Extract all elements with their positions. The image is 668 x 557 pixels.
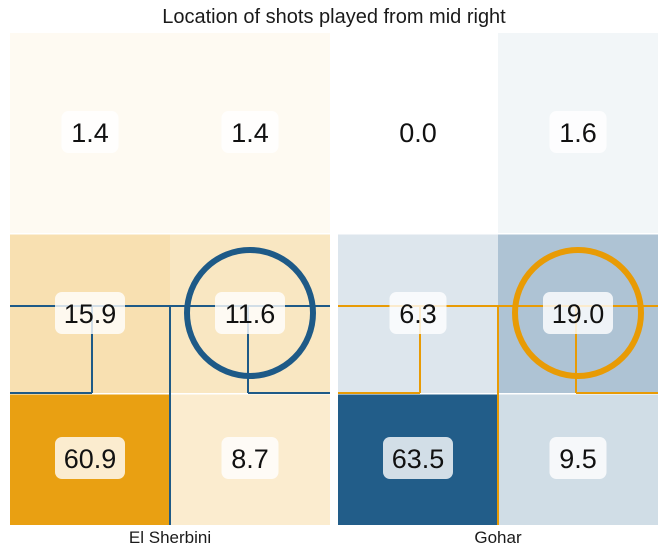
data-label-box	[389, 292, 447, 334]
data-label-box	[221, 111, 279, 153]
data-label: 1.4	[231, 118, 269, 148]
data-label-box	[389, 111, 447, 153]
data-label-box	[221, 437, 279, 479]
data-label: 6.3	[399, 299, 437, 329]
data-label: 8.7	[231, 444, 269, 474]
panel-label: Gohar	[474, 528, 522, 547]
panel-label: El Sherbini	[129, 528, 211, 547]
data-label: 11.6	[225, 299, 276, 329]
chart-title: Location of shots played from mid right	[162, 6, 506, 28]
data-label: 60.9	[64, 444, 117, 474]
data-label-box	[55, 292, 125, 334]
mid-right-marker	[184, 247, 316, 379]
data-label: 1.4	[71, 118, 109, 148]
data-label: 1.6	[559, 118, 597, 148]
data-label-box	[383, 437, 453, 479]
data-label-box	[61, 111, 119, 153]
panel-gohar: 0.0 1.6 6.3 19.0 63.5 9.5 Gohar	[338, 33, 658, 547]
data-label-box	[549, 437, 607, 479]
mid-right-marker	[512, 247, 644, 379]
data-label-box	[543, 292, 613, 334]
data-label: 0.0	[399, 118, 437, 148]
data-label-box	[215, 292, 285, 334]
data-label-box	[55, 437, 125, 479]
data-label: 15.9	[64, 299, 117, 329]
panel-el-sherbini: 1.4 1.4 15.9 11.6 60.9 8.7 El Sherbini	[10, 33, 330, 547]
data-label-box	[549, 111, 607, 153]
data-label: 19.0	[552, 299, 605, 329]
data-label: 9.5	[559, 444, 597, 474]
data-label: 63.5	[392, 444, 445, 474]
